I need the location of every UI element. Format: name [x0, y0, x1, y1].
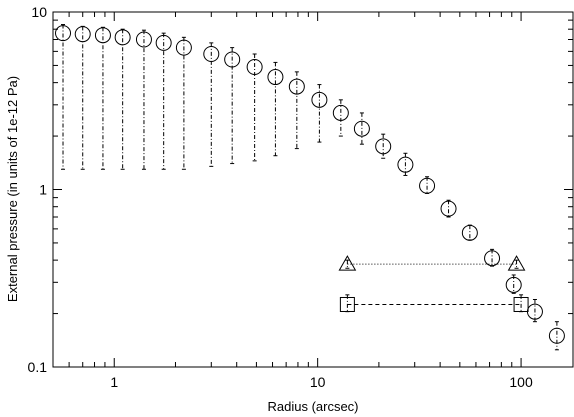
- data-point-circle: [94, 27, 111, 44]
- data-point-triangle: [507, 255, 526, 271]
- data-point-circle: [114, 29, 131, 46]
- y-axis-label: External pressure (in units of 1e-12 Pa): [5, 76, 20, 302]
- y-tick-label: 0.1: [28, 359, 48, 375]
- data-point-circle: [332, 104, 349, 121]
- x-axis-label: Radius (arcsec): [267, 399, 358, 414]
- data-point-circle: [246, 58, 263, 75]
- data-point-circle: [461, 224, 478, 241]
- data-point-circle: [155, 34, 172, 51]
- data-point-triangle: [338, 255, 357, 271]
- data-point-circle: [548, 327, 565, 344]
- data-point-circle: [505, 276, 522, 293]
- data-point-circle: [135, 31, 152, 48]
- data-point-circle: [484, 250, 501, 267]
- data-point-circle: [224, 51, 241, 68]
- data-marks: [55, 24, 565, 351]
- data-point-circle: [288, 78, 305, 95]
- data-point-circle: [440, 200, 457, 217]
- x-tick-label: 10: [310, 374, 326, 390]
- data-point-circle: [353, 120, 370, 137]
- data-point-circle: [397, 156, 414, 173]
- data-point-circle: [175, 39, 192, 56]
- data-point-circle: [375, 138, 392, 155]
- data-point-circle: [55, 25, 72, 42]
- data-point-circle: [419, 177, 436, 194]
- x-tick-label: 100: [509, 374, 533, 390]
- data-point-circle: [203, 45, 220, 62]
- data-point-circle: [74, 26, 91, 43]
- plot-frame: [52, 11, 574, 368]
- data-point-square: [339, 296, 355, 312]
- data-point-square: [513, 296, 529, 312]
- axis-ticks: 1 10 100 0.1 1 10: [28, 4, 573, 390]
- y-tick-label: 1: [39, 182, 47, 198]
- x-tick-label: 1: [110, 374, 118, 390]
- data-point-circle: [311, 91, 328, 108]
- data-point-circle: [267, 69, 284, 86]
- y-tick-label: 10: [31, 4, 47, 20]
